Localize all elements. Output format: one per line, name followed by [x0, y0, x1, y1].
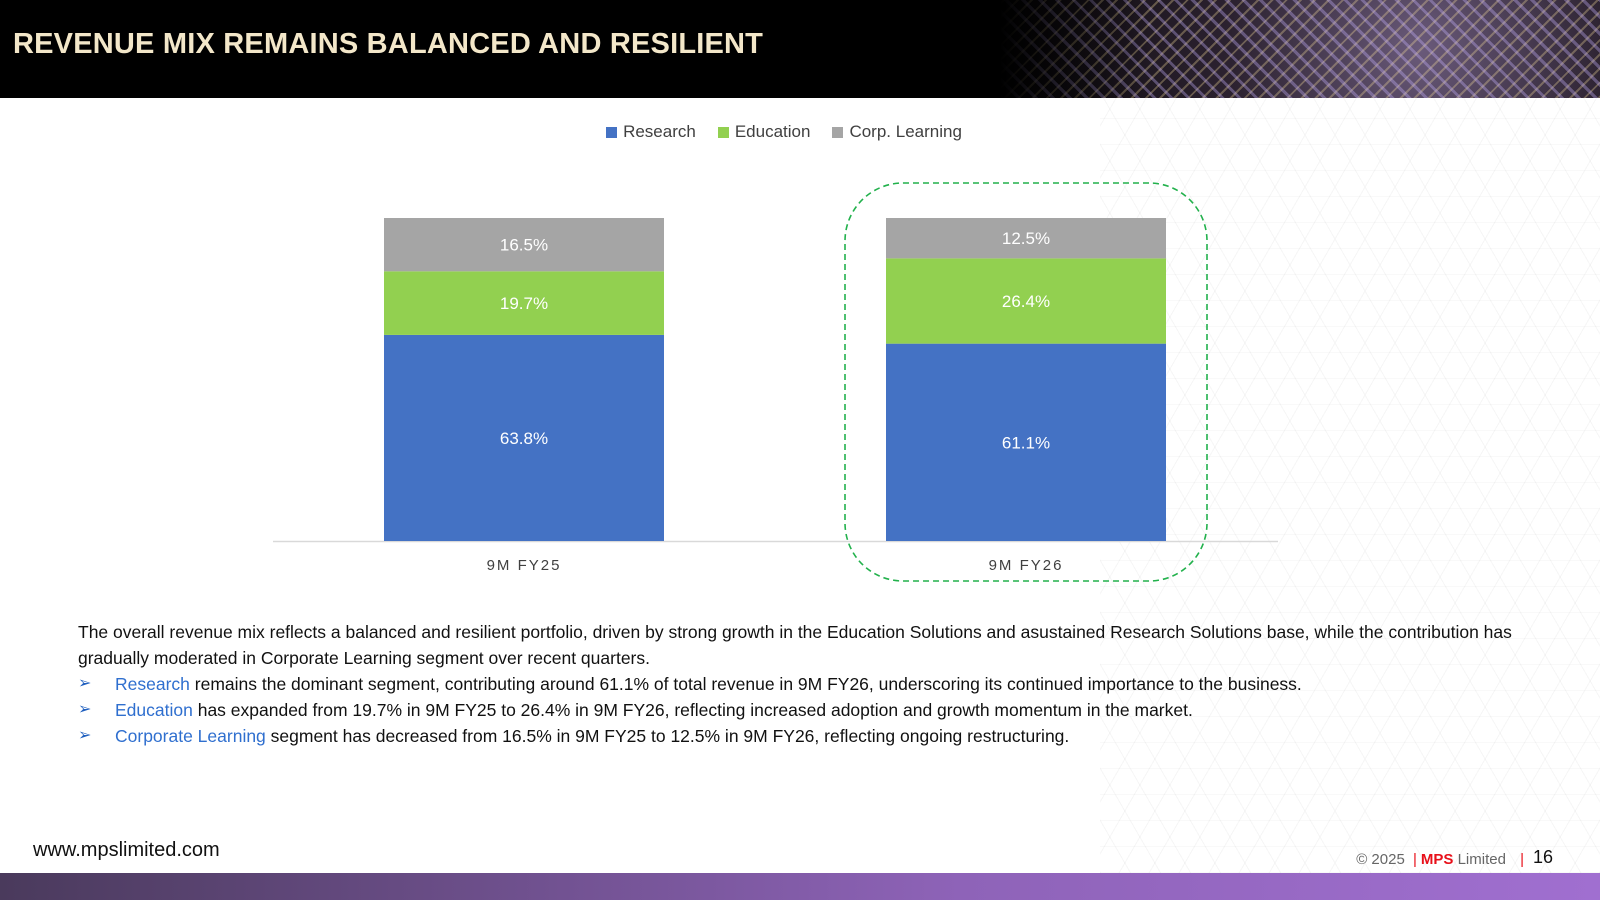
legend-label-corp-learning: Corp. Learning — [849, 122, 962, 141]
x-tick-label-2: 9M FY26 — [989, 557, 1064, 574]
company-suffix: Limited — [1457, 851, 1506, 868]
bullet-education: ➢ Education has expanded from 19.7% in 9… — [78, 697, 1558, 723]
company-brand: MPS — [1420, 851, 1454, 868]
bullet-highlight-education: Education — [115, 700, 193, 720]
legend-label-education: Education — [734, 122, 811, 141]
stacked-bar-chart: 63.8% 19.7% 16.5% 9M FY25 61.1% 26.4% 12.5% 9M … — [273, 182, 1278, 582]
header-bar: REVENUE MIX REMAINS BALANCED AND RESILIE… — [0, 0, 1600, 98]
data-label-corp-learning-2: 12.5% — [1002, 229, 1050, 248]
footer-separator: | — [1520, 851, 1524, 868]
footer-bar — [0, 873, 1600, 900]
bar-corp-learning-2 — [886, 218, 1166, 259]
legend-item-education: Education — [717, 122, 811, 142]
footer-separator: | — [1412, 851, 1417, 868]
legend-swatch-corp-learning — [832, 126, 844, 138]
bullet-text-education: has expanded from 19.7% in 9M FY25 to 26… — [192, 700, 1193, 720]
bullet-text-research: remains the dominant segment, contributi… — [189, 674, 1302, 694]
bullet-text-corp-learning: segment has decreased from 16.5% in 9M F… — [265, 726, 1070, 746]
legend-label-research: Research — [623, 122, 696, 141]
arrow-bullet-icon: ➢ — [78, 675, 92, 692]
bullet-highlight-research: Research — [115, 674, 190, 694]
legend-item-corp-learning: Corp. Learning — [832, 122, 962, 142]
highlight-box — [844, 182, 1208, 582]
summary-text: The overall revenue mix reflects a balan… — [78, 619, 1558, 749]
bar-research-1 — [384, 334, 664, 541]
page-number: 16 — [1533, 847, 1554, 867]
bullet-research: ➢ Research remains the dominant segment,… — [78, 671, 1558, 697]
copyright-text: © 2025 — [1356, 851, 1405, 868]
arrow-bullet-icon: ➢ — [78, 701, 92, 718]
summary-bullets: ➢ Research remains the dominant segment,… — [78, 671, 1558, 749]
arrow-bullet-icon: ➢ — [78, 727, 92, 744]
legend-item-research: Research — [606, 122, 696, 142]
bar-research-2 — [886, 343, 1166, 541]
footer-copyright: © 2025 | MPS Limited | — [1356, 851, 1528, 868]
bullet-highlight-corp-learning: Corporate Learning — [115, 726, 266, 746]
page-title: REVENUE MIX REMAINS BALANCED AND RESILIE… — [13, 28, 764, 60]
website-link[interactable]: www.mpslimited.com — [33, 839, 220, 861]
header-decorative-image — [1000, 0, 1600, 98]
bullet-corp-learning: ➢ Corporate Learning segment has decreas… — [78, 723, 1558, 749]
x-tick-label-1: 9M FY25 — [487, 557, 562, 574]
legend-swatch-education — [717, 126, 729, 138]
data-label-education-1: 19.7% — [500, 294, 548, 313]
background-pattern — [1100, 98, 1600, 873]
chart-legend: Research Education Corp. Learning — [0, 122, 1584, 142]
legend-swatch-research — [606, 126, 618, 138]
summary-intro: The overall revenue mix reflects a balan… — [78, 622, 1512, 668]
bar-education-2 — [886, 258, 1166, 344]
bar-education-1 — [384, 271, 664, 335]
data-label-corp-learning-1: 16.5% — [500, 236, 548, 255]
data-label-research-1: 63.8% — [500, 429, 548, 448]
data-label-research-2: 61.1% — [1002, 433, 1050, 452]
bar-corp-learning-1 — [384, 218, 664, 272]
data-label-education-2: 26.4% — [1002, 292, 1050, 311]
